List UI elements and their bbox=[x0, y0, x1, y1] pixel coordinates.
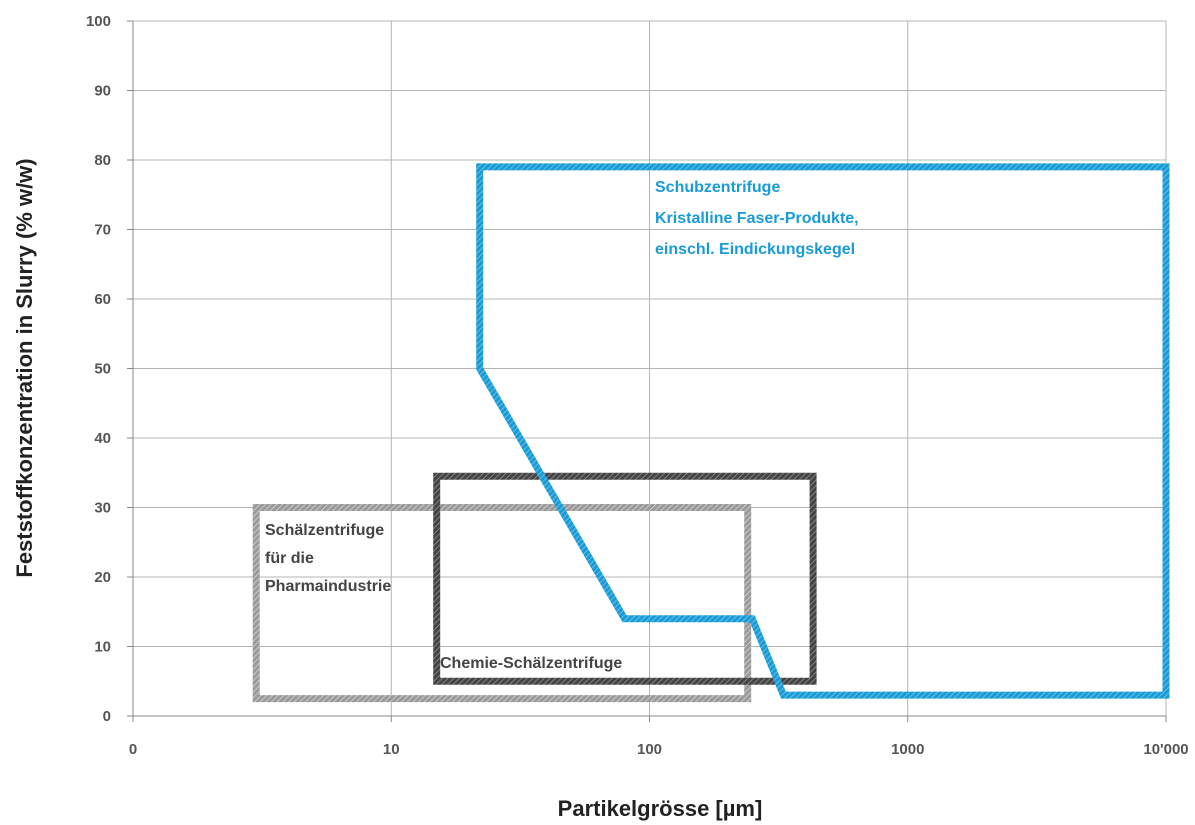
y-tick-label: 20 bbox=[94, 569, 111, 586]
x-tick-label: 1000 bbox=[891, 741, 924, 758]
region-label: Schubzentrifuge bbox=[655, 179, 780, 196]
y-tick-label: 50 bbox=[94, 361, 111, 378]
region-label: Pharmaindustrie bbox=[265, 578, 391, 595]
region-label: Chemie-Schälzentrifuge bbox=[440, 655, 622, 672]
y-tick-label: 0 bbox=[103, 708, 111, 725]
x-tick-label: 10'000 bbox=[1143, 741, 1188, 758]
y-tick-label: 80 bbox=[94, 152, 111, 169]
y-tick-label: 40 bbox=[94, 430, 111, 447]
y-tick-label: 30 bbox=[94, 500, 111, 517]
y-tick-label: 60 bbox=[94, 291, 111, 308]
region-sch-lzentrifuge-f-r-die-pharmaindustrie bbox=[252, 504, 752, 703]
x-tick-label: 10 bbox=[383, 741, 400, 758]
regions bbox=[252, 163, 1170, 703]
y-tick-label: 90 bbox=[94, 83, 111, 100]
region-label: einschl. Eindickungskegel bbox=[655, 241, 855, 258]
x-tick-label: 100 bbox=[637, 741, 662, 758]
region-chemie-sch-lzentrifuge bbox=[433, 472, 817, 685]
y-tick-label: 10 bbox=[94, 639, 111, 656]
x-axis-title: Partikelgrösse [µm] bbox=[558, 796, 763, 821]
x-tick-label: 0 bbox=[129, 741, 137, 758]
y-axis-title: Feststoffkonzentration in Slurry (% w/w) bbox=[12, 158, 37, 577]
region-label: Kristalline Faser-Produkte, bbox=[655, 210, 859, 227]
region-label: für die bbox=[265, 550, 314, 567]
region-label: Schälzentrifuge bbox=[265, 522, 384, 539]
region-schubzentrifuge bbox=[476, 163, 1170, 699]
region-labels: Schubzentrifuge Kristalline Faser-Produkt… bbox=[265, 179, 859, 672]
y-tick-label: 70 bbox=[94, 222, 111, 239]
y-tick-label: 100 bbox=[86, 13, 111, 30]
